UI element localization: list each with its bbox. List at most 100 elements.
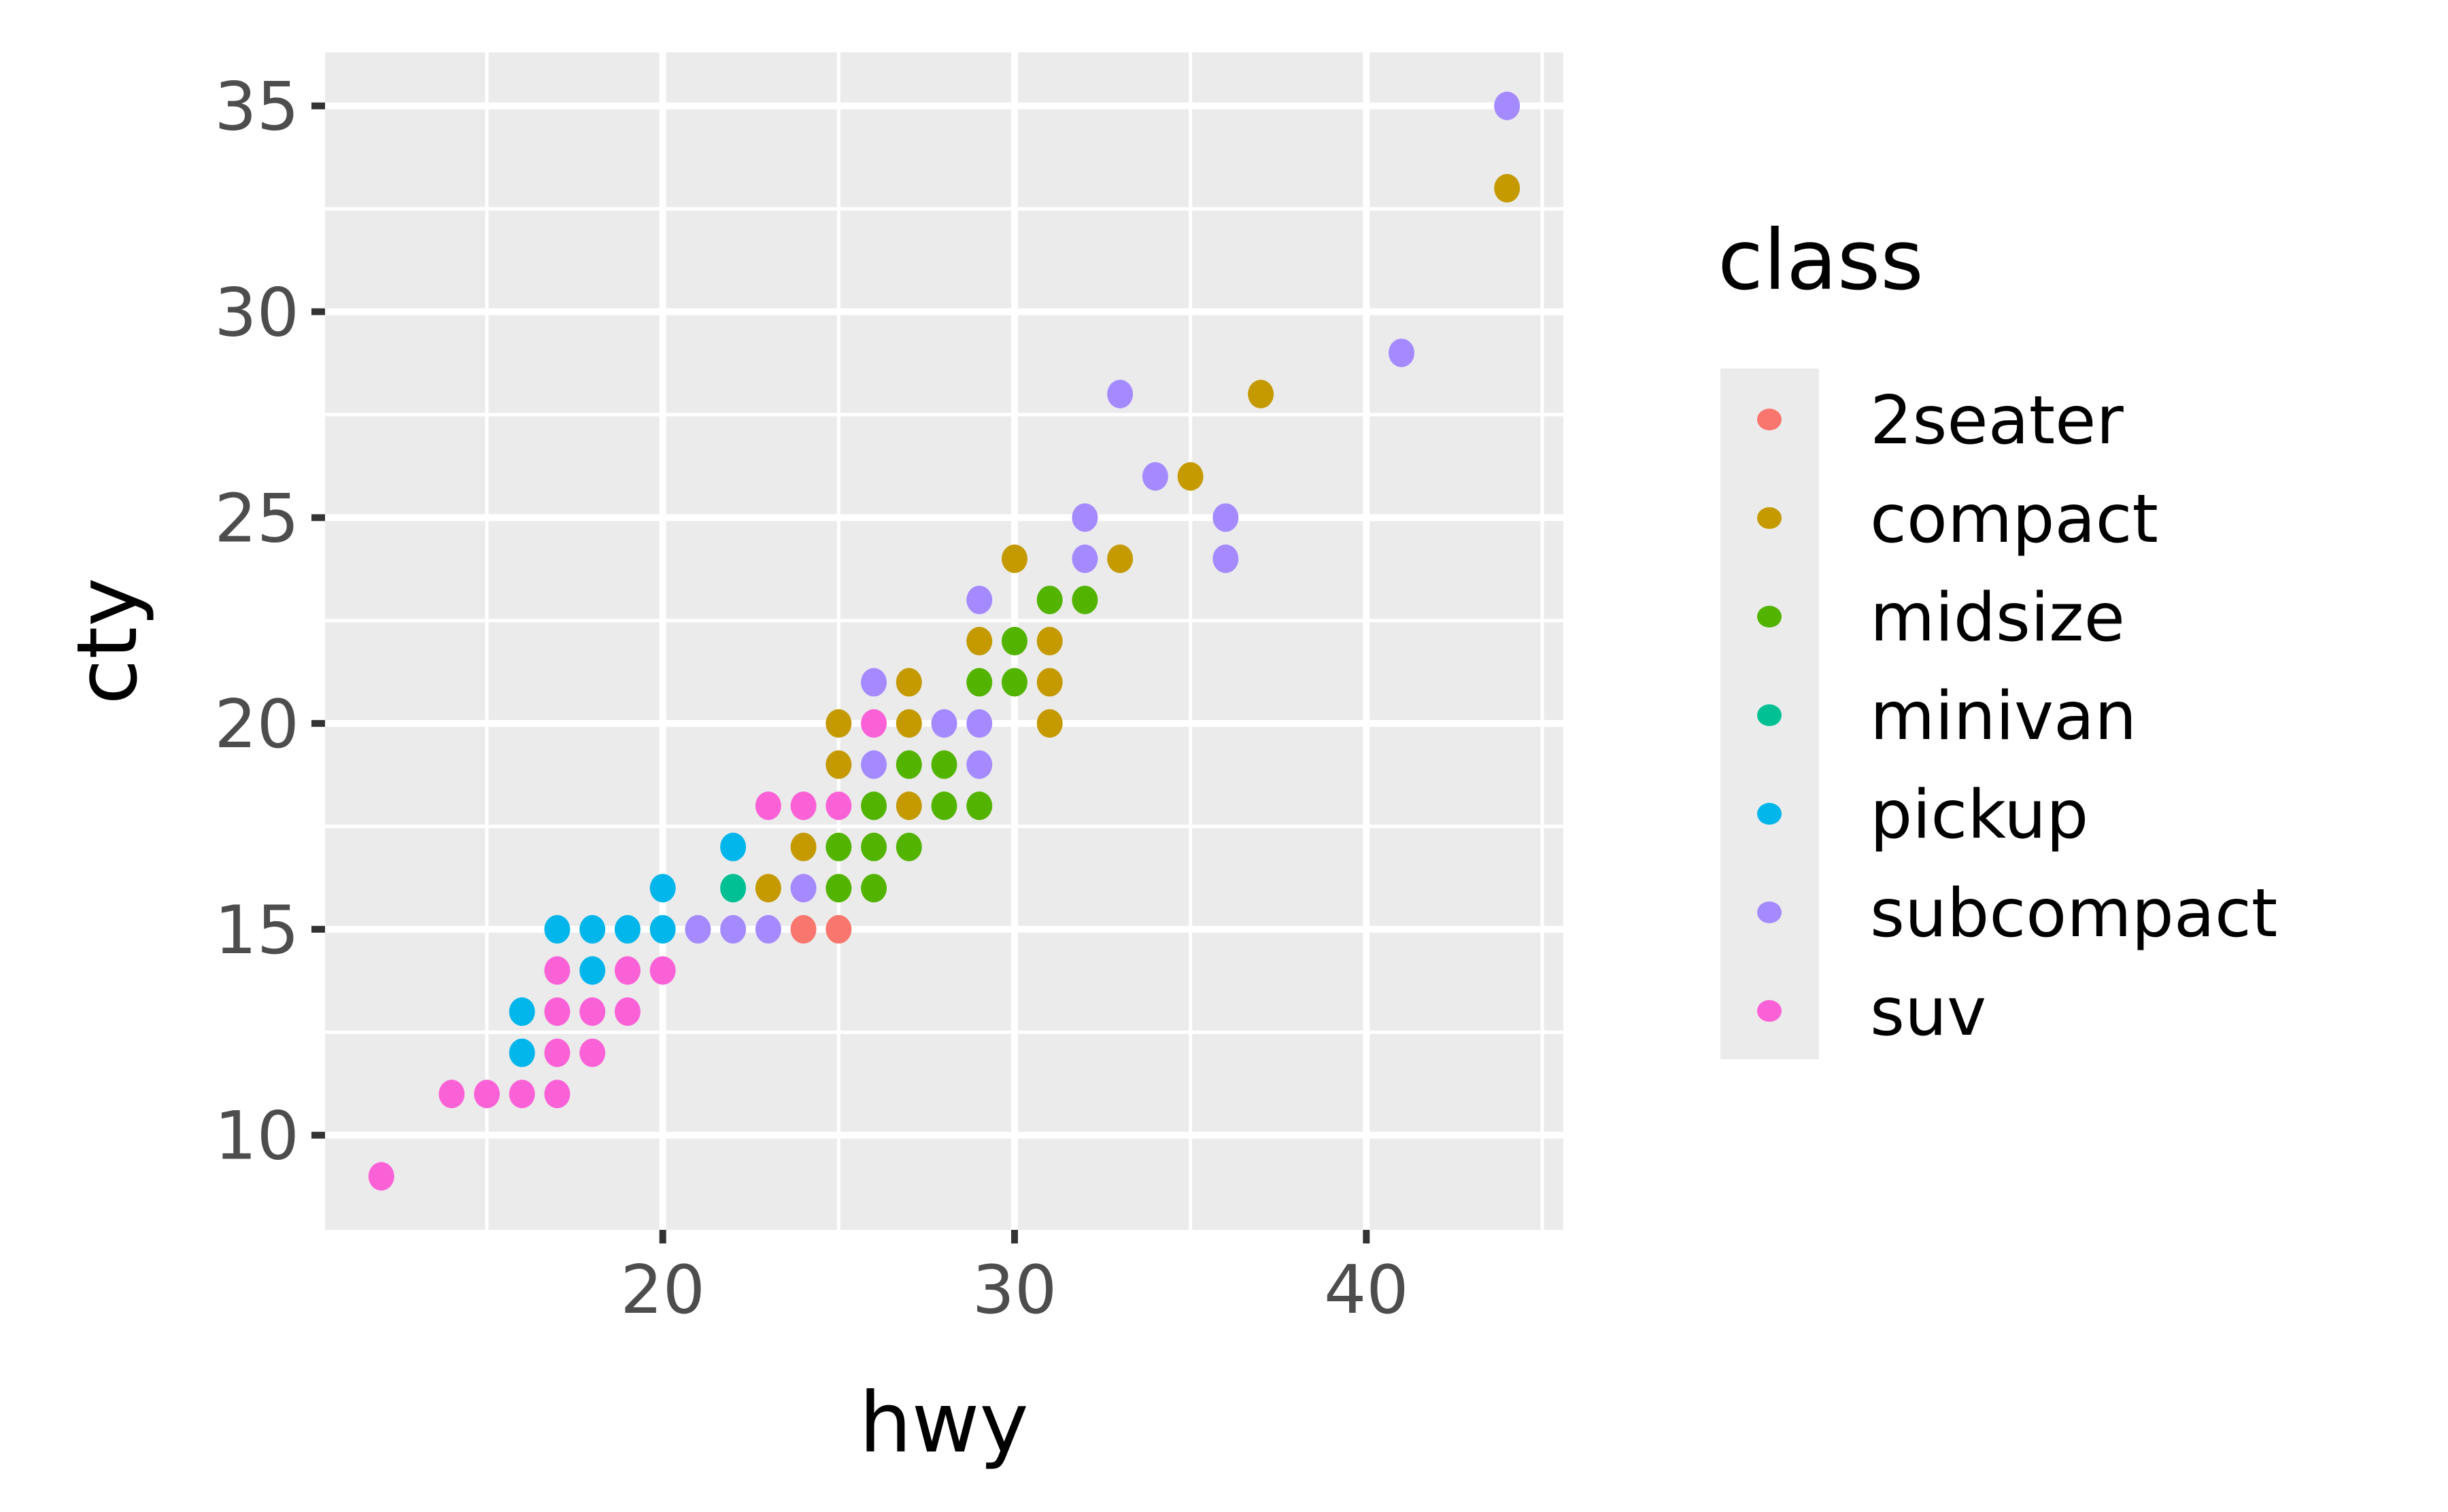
legend-entries: 2seater compact midsize minivan pickup subcom… xyxy=(1757,382,2277,1051)
data-point-pickup xyxy=(649,874,676,903)
data-point-subcompact xyxy=(1212,544,1239,573)
y-tick-label: 10 xyxy=(214,1098,299,1175)
data-point-midsize xyxy=(1001,668,1027,697)
data-point-suv xyxy=(544,1038,571,1067)
y-tick-label: 20 xyxy=(214,686,299,763)
data-point-compact xyxy=(790,832,817,861)
legend-title: class xyxy=(1718,212,1924,309)
data-point-subcompact xyxy=(790,874,817,903)
data-point-compact xyxy=(1036,668,1063,697)
data-point-subcompact xyxy=(755,914,781,944)
data-point-compact xyxy=(1494,173,1520,203)
data-point-subcompact xyxy=(966,750,993,779)
data-point-subcompact xyxy=(1389,339,1415,368)
legend-key-minivan xyxy=(1757,704,1782,726)
data-point-pickup xyxy=(720,832,747,861)
data-point-suv xyxy=(861,709,887,738)
data-point-midsize xyxy=(861,791,887,821)
data-point-compact xyxy=(826,709,852,738)
data-point-subcompact xyxy=(720,914,747,944)
legend-key-compact xyxy=(1757,507,1782,529)
data-point-subcompact xyxy=(1072,503,1098,532)
data-point-suv xyxy=(579,997,606,1027)
minor-gridlines xyxy=(325,52,1563,1230)
data-point-midsize xyxy=(1001,627,1027,655)
data-point-compact xyxy=(1177,462,1204,491)
data-point-midsize xyxy=(896,750,922,779)
data-point-suv xyxy=(368,1162,394,1191)
y-tick-label: 30 xyxy=(214,275,299,352)
data-point-pickup xyxy=(649,914,676,944)
data-point-subcompact xyxy=(966,709,993,738)
data-point-suv xyxy=(649,956,676,985)
data-point-2seater xyxy=(790,914,817,944)
data-points xyxy=(368,91,1520,1191)
data-point-midsize xyxy=(931,791,957,821)
data-point-compact xyxy=(1036,709,1063,738)
y-axis-title: cty xyxy=(59,577,156,704)
data-point-pickup xyxy=(509,1038,535,1067)
data-point-compact xyxy=(896,791,922,821)
data-point-compact xyxy=(896,709,922,738)
data-point-suv xyxy=(544,997,571,1027)
data-point-suv xyxy=(614,997,641,1027)
data-point-suv xyxy=(790,791,817,821)
legend-label-compact: compact xyxy=(1870,481,2158,558)
legend-label-suv: suv xyxy=(1870,974,1986,1051)
data-point-midsize xyxy=(896,832,922,861)
data-point-midsize xyxy=(1036,585,1063,615)
data-point-pickup xyxy=(579,956,606,985)
data-point-compact xyxy=(896,668,922,697)
data-point-compact xyxy=(826,750,852,779)
data-point-compact xyxy=(1248,379,1274,409)
data-point-compact xyxy=(755,874,781,903)
legend-key-pickup xyxy=(1757,803,1782,825)
legend-key-2seater xyxy=(1757,409,1782,430)
data-point-suv xyxy=(439,1080,465,1109)
data-point-midsize xyxy=(966,791,993,821)
legend-key-suv xyxy=(1757,1000,1782,1022)
x-axis-title: hwy xyxy=(859,1375,1028,1471)
data-point-compact xyxy=(1036,627,1063,655)
data-point-subcompact xyxy=(685,914,711,944)
data-point-minivan xyxy=(720,874,747,903)
data-point-subcompact xyxy=(1212,503,1239,532)
x-tick-label: 40 xyxy=(1324,1252,1409,1329)
data-point-midsize xyxy=(861,832,887,861)
data-point-midsize xyxy=(1072,585,1098,615)
legend-label-2seater: 2seater xyxy=(1870,382,2124,460)
y-tick-label: 15 xyxy=(214,892,299,969)
data-point-compact xyxy=(966,627,993,655)
data-point-compact xyxy=(1001,544,1027,573)
y-axis: 10 15 20 25 30 35 xyxy=(214,69,325,1175)
legend-key-subcompact xyxy=(1757,901,1782,923)
legend-label-subcompact: subcompact xyxy=(1870,875,2277,952)
data-point-suv xyxy=(473,1080,500,1109)
legend: class 2seater compact midsize minivan pickup… xyxy=(1718,212,2277,1059)
legend-label-midsize: midsize xyxy=(1870,579,2125,657)
data-point-suv xyxy=(826,791,852,821)
data-point-subcompact xyxy=(1107,379,1134,409)
x-tick-label: 30 xyxy=(972,1252,1057,1329)
data-point-subcompact xyxy=(966,585,993,615)
data-point-subcompact xyxy=(861,668,887,697)
data-point-pickup xyxy=(544,914,571,944)
data-point-suv xyxy=(544,1080,571,1109)
data-point-suv xyxy=(755,791,781,821)
data-point-subcompact xyxy=(1072,544,1098,573)
data-point-subcompact xyxy=(931,709,957,738)
legend-label-minivan: minivan xyxy=(1870,678,2137,755)
data-point-suv xyxy=(614,956,641,985)
data-point-compact xyxy=(1107,544,1134,573)
data-point-midsize xyxy=(826,874,852,903)
data-point-suv xyxy=(579,1038,606,1067)
legend-label-pickup: pickup xyxy=(1870,776,2088,854)
data-point-pickup xyxy=(579,914,606,944)
y-tick-label: 25 xyxy=(214,480,299,557)
data-point-midsize xyxy=(966,668,993,697)
data-point-pickup xyxy=(614,914,641,944)
x-axis: 20 30 40 xyxy=(620,1230,1409,1329)
data-point-subcompact xyxy=(1494,91,1520,120)
data-point-suv xyxy=(509,1080,535,1109)
